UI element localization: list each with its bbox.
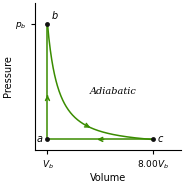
Text: Adiabatic: Adiabatic [90,87,137,96]
Text: $a$: $a$ [36,134,43,144]
Y-axis label: Pressure: Pressure [3,56,13,97]
Text: $c$: $c$ [157,134,164,144]
Text: $b$: $b$ [50,9,58,21]
X-axis label: Volume: Volume [90,173,126,182]
